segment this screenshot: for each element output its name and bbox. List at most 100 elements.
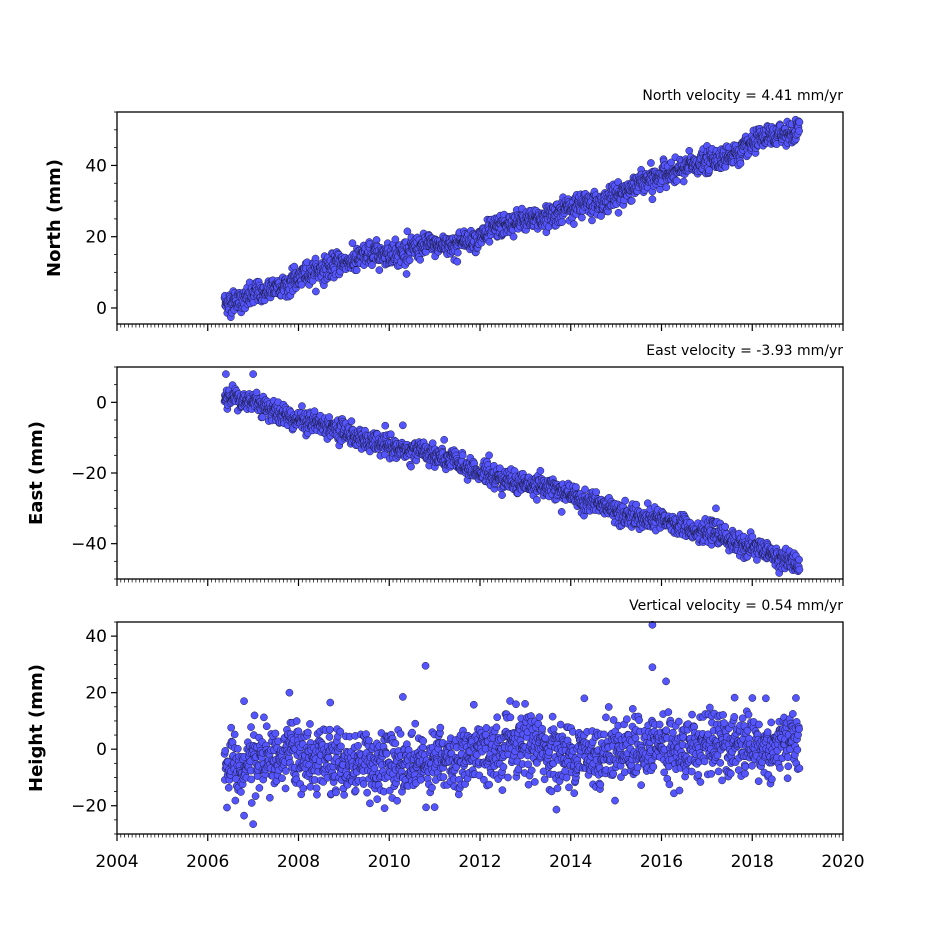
data-point [325,725,334,734]
data-point [572,483,580,491]
data-point-outlier [712,504,720,513]
data-point [623,715,631,724]
data-point [416,255,424,264]
y-tick-label: 40 [85,156,107,176]
data-point [312,784,321,793]
data-point [509,232,518,241]
data-point [313,790,321,799]
y-axis-label: Height (mm) [26,664,47,792]
data-point [440,435,449,444]
data-point [485,237,494,246]
y-tick-label: −20 [71,464,107,484]
data-point [292,717,301,725]
data-point [266,793,274,802]
data-point [340,791,348,799]
data-point [351,786,360,795]
data-point [533,496,541,504]
data-point [251,792,260,800]
data-point [247,799,256,807]
data-point [260,713,268,722]
data-point [453,248,462,257]
data-point [306,783,315,791]
data-point [655,720,664,729]
data-point [795,555,803,564]
data-point [527,766,536,775]
data-point [439,773,448,781]
data-point [419,737,428,745]
data-point [416,775,425,784]
data-point [299,784,308,793]
data-point [628,705,637,713]
data-point [391,235,400,244]
data-point [282,767,290,775]
data-point [231,796,240,805]
data-point [631,734,640,742]
data-point [382,749,391,758]
data-point [492,723,501,732]
data-point [393,796,401,805]
data-point [588,216,596,225]
data-point [530,778,539,786]
data-point [558,218,566,226]
data-point [795,127,803,135]
data-point [428,783,436,792]
data-point [386,430,395,439]
data-point [499,763,508,771]
data-point [553,784,562,793]
data-point [281,784,290,793]
data-point [247,723,255,731]
data-point [649,762,658,771]
data-point [312,287,320,296]
data-point [548,712,557,721]
data-point [614,208,623,217]
data-point [359,780,368,788]
velocity-title: North velocity = 4.41 mm/yr [642,88,843,104]
data-point [627,196,636,205]
data-point [237,788,245,796]
data-point [469,700,478,709]
data-point [408,728,416,737]
data-point [352,266,361,275]
data-point [535,713,544,721]
data-point [592,488,601,496]
data-point [561,767,570,775]
data-point [458,451,467,460]
data-point [506,713,515,722]
data-point [565,783,573,792]
data-point [347,417,356,425]
data-point [521,699,529,708]
data-point-outlier [249,370,257,378]
data-point [221,747,230,755]
y-axis-label: East (mm) [26,421,47,525]
data-point [647,159,655,167]
data-points [220,370,804,577]
data-point [736,159,745,168]
data-point [348,239,357,248]
data-point [373,795,382,804]
y-tick-label: 0 [96,299,107,319]
data-point [366,799,374,808]
data-point [621,496,629,505]
data-point-outlier [557,508,566,516]
data-point [602,713,610,722]
velocity-title: East velocity = -3.93 mm/yr [646,343,843,359]
data-point [332,788,340,797]
data-point-outlier [222,370,230,378]
data-point [396,730,405,738]
data-point [255,784,264,792]
data-point [604,703,613,711]
data-point [402,270,411,278]
data-point-outlier [648,195,657,204]
data-point [611,796,619,805]
data-point [422,803,430,812]
data-point [549,725,558,733]
y-tick-label: 20 [85,228,107,248]
data-point [325,413,333,421]
data-point [541,734,550,743]
data-point [224,783,233,792]
data-point [230,730,239,739]
data-point [325,733,334,741]
data-point [365,736,373,745]
